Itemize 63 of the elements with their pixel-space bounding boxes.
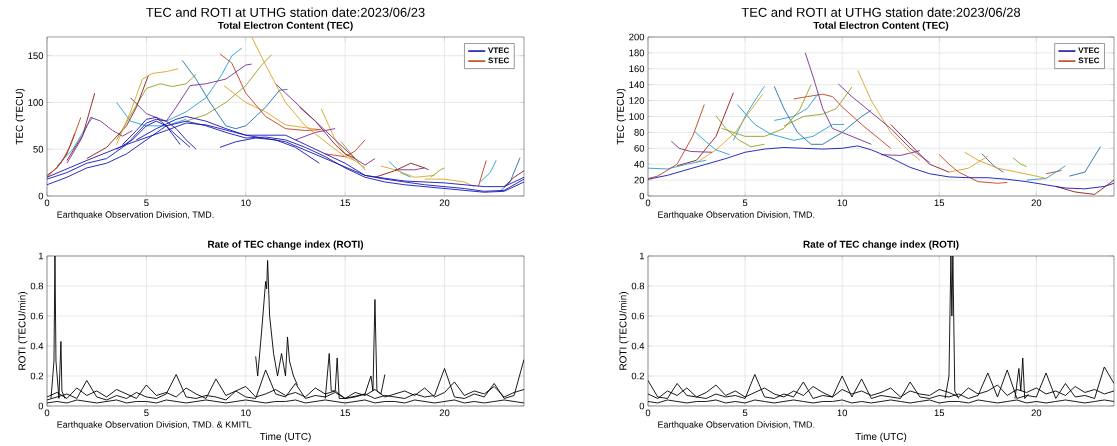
- text: Earthquake Observation Division, TMD.: [658, 211, 815, 220]
- y-tick-label: 100: [28, 99, 44, 106]
- y-tick-label: 0: [38, 402, 44, 410]
- chart-title: TEC and ROTI at UTHG station date:2023/06/23: [146, 7, 425, 17]
- x-tick-label: 0: [44, 199, 50, 207]
- y-tick-label: 0.2: [631, 372, 645, 380]
- x-tick-label: 0: [645, 199, 651, 207]
- y-tick-label: 1: [639, 252, 645, 260]
- x-tick-label: 10: [241, 199, 251, 207]
- y-tick-label: 50: [33, 145, 44, 153]
- x-tick-label: 10: [837, 199, 848, 207]
- x-tick-label: 20: [1031, 199, 1042, 207]
- chart-title: Rate of TEC change index (ROTI): [803, 240, 959, 250]
- y-tick-label: 0.8: [631, 282, 645, 290]
- y-tick-label: 80: [634, 129, 645, 136]
- x-tick-label: 15: [934, 409, 945, 417]
- x-tick-label: 5: [742, 409, 748, 417]
- x-tick-label: 5: [742, 199, 748, 207]
- x-tick-label: 5: [144, 409, 149, 417]
- chart-title: TEC and ROTI at UTHG station date:2023/06/28: [741, 7, 1021, 17]
- x-axis-title: Time (UTC): [259, 432, 311, 442]
- y-axis-title: ROTI (TECU/min): [18, 292, 28, 370]
- y-tick-label: 0: [38, 192, 44, 200]
- y-axis-title: ROTI (TECU/min): [619, 292, 629, 370]
- y-tick-label: 120: [629, 97, 645, 104]
- y-tick-label: 200: [629, 33, 645, 41]
- y-tick-label: 140: [629, 81, 645, 89]
- y-tick-label: 0.4: [631, 342, 645, 350]
- y-tick-label: 0.8: [30, 282, 44, 290]
- y-tick-label: 160: [629, 65, 645, 73]
- y-tick-label: 0.2: [30, 372, 44, 380]
- text: Earthquake Observation Division, TMD. & KMITL: [57, 421, 252, 430]
- y-axis-title: TEC (TECU): [15, 88, 25, 145]
- x-tick-label: 5: [144, 199, 149, 207]
- x-tick-label: 20: [439, 409, 450, 417]
- chart-title: Rate of TEC change index (ROTI): [208, 240, 364, 250]
- chart-subtitle: Total Electron Content (TEC): [813, 21, 949, 31]
- y-tick-label: 180: [629, 49, 645, 57]
- x-tick-label: 0: [44, 409, 50, 417]
- y-tick-label: 40: [634, 160, 645, 168]
- text: Earthquake Observation Division, TMD.: [57, 211, 214, 220]
- x-tick-label: 20: [1031, 409, 1042, 417]
- chart-subtitle: Total Electron Content (TEC): [217, 21, 353, 31]
- x-tick-label: 15: [340, 199, 351, 207]
- y-tick-label: 20: [634, 176, 645, 184]
- y-tick-label: 60: [634, 144, 645, 152]
- y-tick-label: 0.6: [631, 312, 645, 320]
- x-tick-label: 10: [241, 409, 251, 417]
- x-tick-label: 15: [934, 199, 945, 207]
- y-tick-label: 0.4: [30, 342, 44, 350]
- y-tick-label: 1: [38, 252, 44, 260]
- x-tick-label: 15: [340, 409, 351, 417]
- y-tick-label: 0.6: [30, 312, 44, 320]
- y-tick-label: 100: [629, 113, 645, 120]
- y-axis-title: TEC (TECU): [616, 88, 626, 145]
- x-tick-label: 10: [837, 409, 848, 417]
- y-tick-label: 0: [639, 192, 645, 200]
- y-tick-label: 150: [28, 52, 44, 60]
- x-tick-label: 0: [645, 409, 651, 417]
- x-axis-title: Time (UTC): [855, 432, 907, 442]
- y-tick-label: 0: [639, 402, 645, 410]
- text: Earthquake Observation Division, TMD.: [658, 421, 815, 430]
- x-tick-label: 20: [439, 199, 450, 207]
